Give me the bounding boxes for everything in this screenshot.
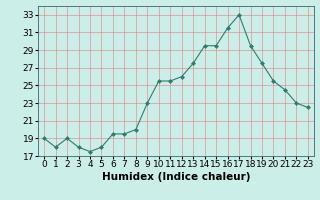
X-axis label: Humidex (Indice chaleur): Humidex (Indice chaleur)	[102, 172, 250, 182]
